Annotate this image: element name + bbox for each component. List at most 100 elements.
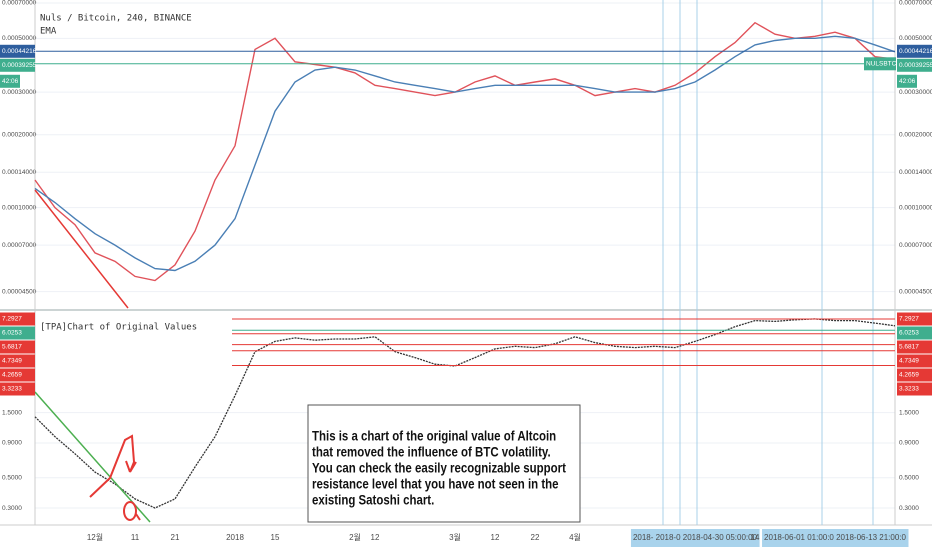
arrow-head (125, 460, 137, 473)
chart-title: Nuls / Bitcoin, 240, BINANCE (40, 14, 192, 24)
countdown-badge (897, 74, 917, 88)
x-tick-label: 3월 (449, 532, 461, 542)
x-tick-label: 12 (491, 533, 500, 542)
marks (0, 21, 896, 509)
y-tick-label: 0.00070000 (899, 0, 932, 7)
annotation-line: This is a chart of the original value of… (312, 429, 556, 444)
annotation-box: This is a chart of the original value of… (307, 404, 581, 523)
price-badge-label: 4.7349 (899, 358, 919, 365)
x-tick-label: 14 (751, 533, 760, 542)
series-line (34, 318, 896, 509)
x-tick-label: 21 (171, 533, 180, 542)
price-badge (0, 326, 35, 340)
series-line (34, 21, 896, 282)
price-badge (897, 340, 932, 354)
price-badge (0, 312, 35, 326)
x-tick-label: 22 (531, 533, 540, 542)
y-tick-label: 0.00020000 (899, 131, 932, 138)
y-tick-label: 0.00050000 (2, 35, 37, 42)
symbol-label: NULSBTC (866, 61, 897, 68)
x-tick-label: 15 (271, 533, 280, 542)
annotation-text: This is a chart of the original value of… (312, 429, 567, 508)
price-badge-label: 5.6817 (2, 344, 22, 351)
y-tick-label: 0.00004500 (899, 288, 932, 295)
countdown-label: 42:06 (899, 78, 916, 85)
price-badge (0, 382, 35, 396)
price-badge-label: 3.3233 (2, 386, 22, 393)
countdown-label: 42:06 (2, 78, 19, 85)
price-badge-label: 4.2659 (2, 372, 22, 379)
y-tick-label: 0.3000 (899, 505, 919, 512)
y-tick-label: 0.00070000 (2, 0, 37, 7)
y-tick-label: 0.5000 (899, 474, 919, 481)
price-badge-label: 6.0253 (2, 330, 22, 337)
y-tick-label: 0.3000 (2, 505, 22, 512)
price-badge (0, 368, 35, 382)
y-tick-label: 0.00014000 (2, 169, 37, 176)
price-badge (897, 326, 932, 340)
countdown-badge (0, 74, 20, 88)
x-tick-label: 12 (371, 533, 380, 542)
price-badge-label: 7.2927 (899, 316, 919, 323)
circle-tail (135, 513, 141, 521)
y-tick-label: 0.00030000 (2, 89, 37, 96)
annotation-line: existing Satoshi chart. (312, 493, 434, 508)
x-tick-label: 2018-06-01 01:00:0 2018-06-13 21:00:0 (764, 533, 906, 542)
y-tick-label: 0.00030000 (899, 89, 932, 96)
series-line (34, 35, 896, 272)
drawings (34, 189, 151, 523)
price-badge (0, 58, 35, 72)
y-tick-label: 0.00010000 (899, 204, 932, 211)
price-badge (897, 368, 932, 382)
price-badge (897, 382, 932, 396)
price-badge-label: 4.7349 (2, 358, 22, 365)
vertical-markers (662, 0, 874, 525)
x-tick-label: 2월 (349, 532, 361, 542)
x-tick-label: 11 (131, 533, 140, 542)
y-tick-label: 1.5000 (899, 409, 919, 416)
x-tick-label: 12월 (87, 532, 103, 542)
y-tick-label: 0.9000 (2, 440, 22, 447)
price-badge-label: 5.6817 (899, 344, 919, 351)
circle-mark (123, 501, 137, 521)
x-tick-label: 2018 (226, 533, 244, 542)
price-badge-label: 3.3233 (899, 386, 919, 393)
annotation-line: resistance level that you have not seen … (312, 477, 559, 492)
y-tick-label: 0.00050000 (899, 35, 932, 42)
price-badge-label: 7.2927 (2, 316, 22, 323)
annotation-frame (307, 404, 581, 523)
y-tick-label: 0.5000 (2, 474, 22, 481)
y-tick-label: 0.00007000 (2, 242, 37, 249)
y-tick-label: 0.00004500 (2, 288, 37, 295)
price-badge-label: 0.00039255 (899, 62, 932, 69)
x-tick-label: 4월 (569, 532, 581, 542)
symbol-badge (864, 57, 896, 71)
y-tick-label: 0.9000 (899, 440, 919, 447)
price-badge-label: 0.00044216 (899, 48, 932, 55)
price-badge (0, 340, 35, 354)
indicator-name: EMA (40, 27, 57, 37)
price-badge (0, 44, 35, 58)
price-badge (897, 58, 932, 72)
y-tick-label: 0.00014000 (899, 169, 932, 176)
trend-line (34, 189, 129, 309)
annotation-line: that removed the influence of BTC volati… (312, 445, 551, 460)
x-label-highlight (630, 529, 760, 547)
hand-drawn-line (89, 434, 136, 498)
y-tick-label: 1.5000 (2, 409, 22, 416)
axis-badges: 0.00044216 0.00044216 0.00039255 0.00039255… (0, 44, 932, 547)
y-tick-label: 0.00010000 (2, 204, 37, 211)
x-tick-label: 2018- 2018-0 2018-04-30 05:00:00 (633, 533, 758, 542)
trend-line (34, 391, 151, 523)
price-badge-label: 0.00039255 (2, 62, 37, 69)
price-badge (897, 354, 932, 368)
pane-title: [TPA]Chart of Original Values (40, 323, 197, 333)
y-tick-label: 0.00020000 (2, 131, 37, 138)
y-tick-label: 0.00007000 (899, 242, 932, 249)
price-badge (897, 312, 932, 326)
annotation-line: You can check the easily recognizable su… (312, 461, 567, 476)
price-badge-label: 4.2659 (899, 372, 919, 379)
x-label-highlight (762, 529, 909, 547)
price-badge (897, 44, 932, 58)
